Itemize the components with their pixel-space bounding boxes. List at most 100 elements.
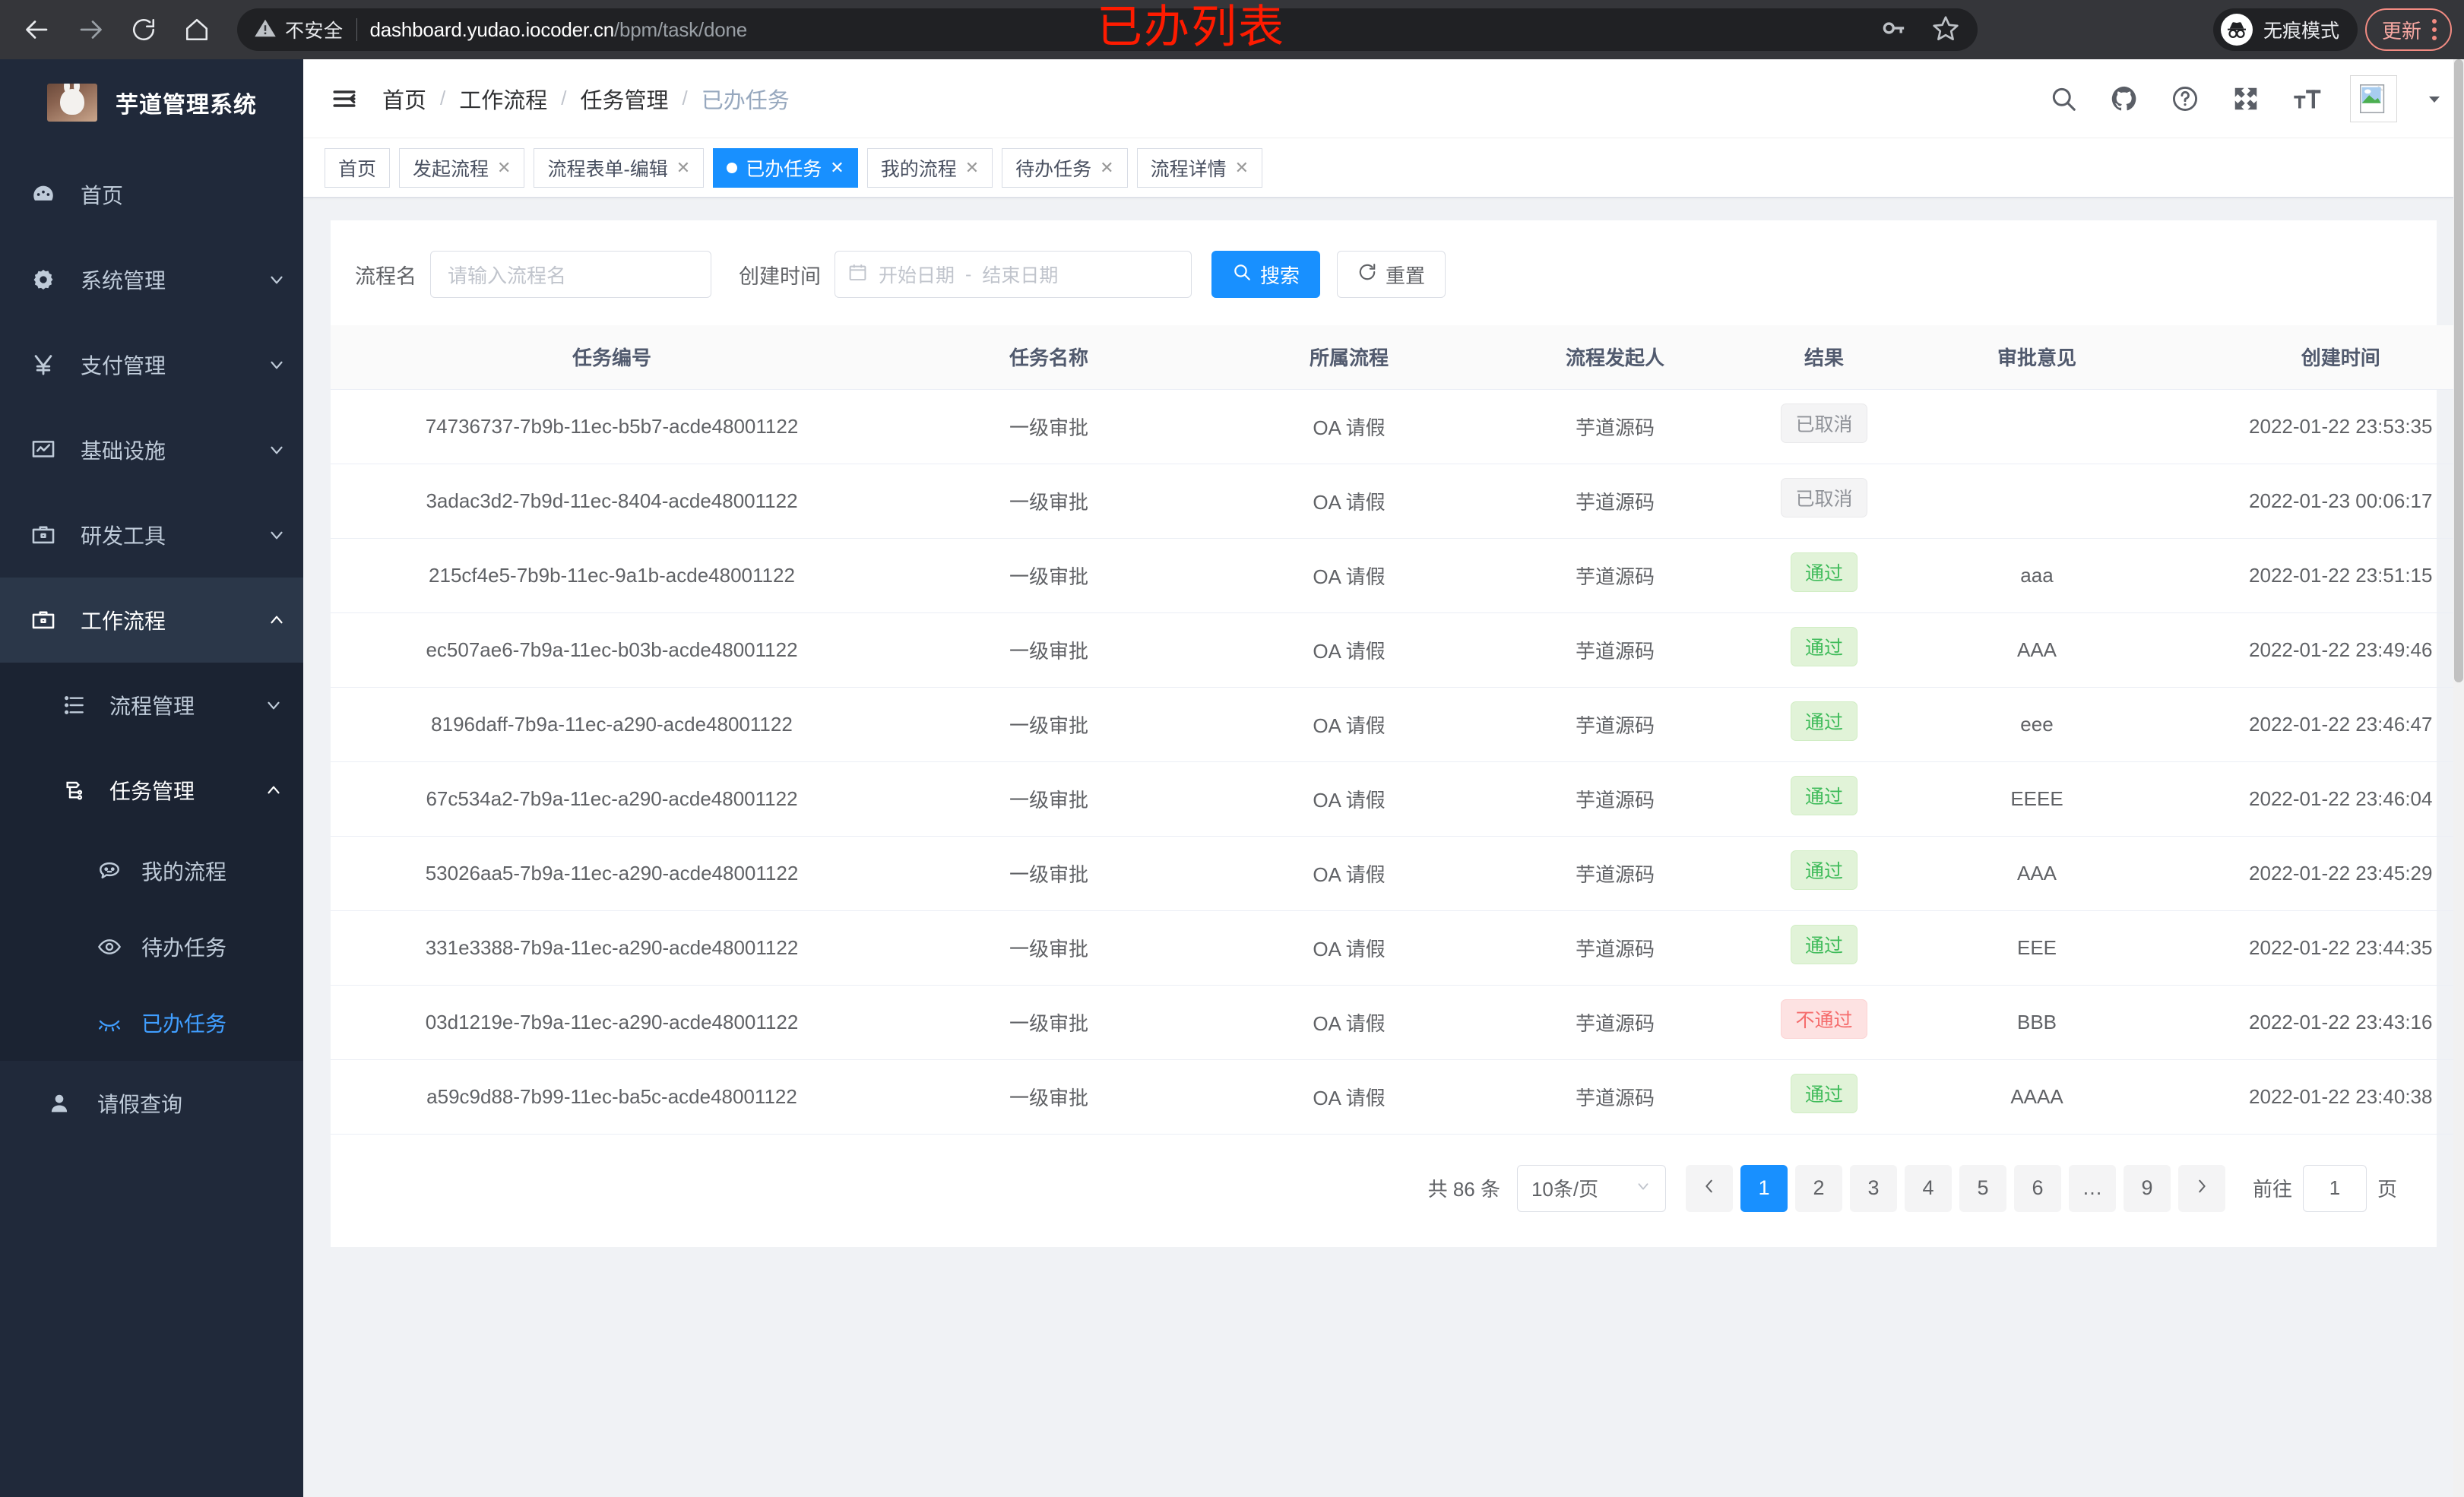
sidebar-item-my-process[interactable]: 我的流程 (0, 833, 303, 909)
sidebar-item-leave-query[interactable]: 请假查询 (0, 1061, 303, 1146)
pagination-total: 共 86 条 (1427, 1178, 1500, 1201)
brand[interactable]: 芋道管理系统 (0, 59, 303, 146)
breadcrumb: 首页 / 工作流程 / 任务管理 / 已办任务 (379, 83, 793, 115)
tab-my-process[interactable]: 我的流程 ✕ (866, 147, 993, 188)
incognito-indicator[interactable]: 无痕模式 (2212, 8, 2358, 51)
page-button-5[interactable]: 5 (1959, 1164, 2006, 1212)
tab-start-process[interactable]: 发起流程 ✕ (399, 147, 525, 188)
page-jump-input[interactable]: 1 (2302, 1164, 2367, 1212)
cell-comment: EEEE (1911, 761, 2162, 837)
sidebar-item-todo-task[interactable]: 待办任务 (0, 909, 303, 985)
sidebar-item-home[interactable]: 首页 (0, 152, 303, 237)
incognito-icon (2220, 14, 2253, 46)
cell-process: OA 请假 (1205, 836, 1493, 911)
avatar[interactable] (2350, 75, 2397, 122)
sidebar-item-devtools[interactable]: 研发工具 (0, 492, 303, 578)
page-ellipsis[interactable]: … (2068, 1164, 2116, 1212)
chevron-right-icon (2193, 1176, 2210, 1200)
next-page-button[interactable] (2177, 1164, 2225, 1212)
sidebar-item-done-task[interactable]: 已办任务 (0, 985, 303, 1061)
key-icon[interactable] (1880, 15, 1906, 45)
tab-home[interactable]: 首页 (325, 147, 391, 188)
update-button[interactable]: 更新 (2364, 8, 2452, 51)
font-size-icon[interactable] (2289, 81, 2324, 116)
cell-initiator: 芋道源码 (1493, 1059, 1737, 1135)
fullscreen-icon[interactable] (2228, 81, 2263, 116)
address-bar[interactable]: 不安全 dashboard.yudao.iocoder.cn/bpm/task/… (237, 8, 1978, 51)
search-icon[interactable] (2046, 81, 2081, 116)
prev-page-button[interactable] (1685, 1164, 1733, 1212)
sidebar-item-infrastructure[interactable]: 基础设施 (0, 407, 303, 492)
github-icon[interactable] (2107, 81, 2142, 116)
breadcrumb-item-current: 已办任务 (701, 88, 790, 113)
sidebar-item-process-manage[interactable]: 流程管理 (0, 663, 303, 748)
cell-task-id: 3adac3d2-7b9d-11ec-8404-acde48001122 (331, 464, 893, 539)
star-icon[interactable] (1932, 14, 1959, 46)
close-icon[interactable]: ✕ (676, 157, 691, 177)
close-icon[interactable]: ✕ (830, 157, 844, 177)
tab-process-detail[interactable]: 流程详情 ✕ (1136, 147, 1263, 188)
sidebar-item-label: 系统管理 (81, 269, 166, 293)
cell-result: 不通过 (1737, 985, 1911, 1060)
home-button[interactable] (173, 6, 220, 53)
table-row: 215cf4e5-7b9b-11ec-9a1b-acde48001122 一级审批… (331, 538, 2464, 613)
sidebar-item-system[interactable]: 系统管理 (0, 237, 303, 322)
page-button-1[interactable]: 1 (1740, 1164, 1788, 1212)
cell-result: 通过 (1737, 1059, 1911, 1135)
status-badge: 已取消 (1781, 404, 1867, 443)
security-indicator[interactable]: 不安全 (254, 16, 344, 43)
close-icon[interactable]: ✕ (964, 157, 980, 177)
create-time-daterange[interactable]: 开始日期 - 结束日期 (835, 251, 1192, 298)
kebab-menu-icon[interactable] (2426, 19, 2443, 40)
close-icon[interactable]: ✕ (1234, 157, 1249, 177)
sidebar-menu: 首页 系统管理 支付管理 (0, 146, 303, 1146)
close-icon[interactable]: ✕ (497, 157, 511, 177)
cell-initiator: 芋道源码 (1493, 538, 1737, 613)
page-button-6[interactable]: 6 (2013, 1164, 2061, 1212)
cell-result: 通过 (1737, 836, 1911, 911)
back-button[interactable] (14, 6, 61, 53)
caret-down-icon[interactable] (2423, 90, 2446, 108)
breadcrumb-item-workflow[interactable]: 工作流程 (459, 88, 548, 113)
tab-process-form-edit[interactable]: 流程表单-编辑 ✕ (534, 147, 705, 188)
sidebar-item-task-manage[interactable]: 任务管理 (0, 748, 303, 833)
sidebar-item-label: 支付管理 (81, 354, 166, 378)
chevron-left-icon (1701, 1176, 1718, 1200)
chevron-down-icon (250, 440, 303, 460)
sidebar-item-workflow[interactable]: 工作流程 (0, 578, 303, 663)
page-button-3[interactable]: 3 (1849, 1164, 1897, 1212)
process-name-input[interactable]: 请输入流程名 (430, 251, 711, 298)
reload-button[interactable] (120, 6, 167, 53)
sidebar-item-payment[interactable]: 支付管理 (0, 322, 303, 407)
date-dash: - (965, 263, 972, 285)
help-circle-icon[interactable] (2168, 81, 2203, 116)
cell-task-name: 一级审批 (893, 612, 1205, 688)
table-row: 331e3388-7b9a-11ec-a290-acde48001122 一级审批… (331, 910, 2464, 986)
page-size-select[interactable]: 10条/页 (1516, 1164, 1666, 1212)
tab-label: 流程详情 (1150, 158, 1227, 180)
close-icon[interactable]: ✕ (1100, 157, 1114, 177)
tab-label: 已办任务 (746, 158, 822, 180)
cell-process: OA 请假 (1205, 910, 1493, 986)
cell-created: 2022-01-22 23:46:04 (2162, 761, 2464, 837)
page-scrollbar-thumb[interactable] (2454, 59, 2463, 682)
tab-todo-task[interactable]: 待办任务 ✕ (1002, 147, 1128, 188)
page-button-4[interactable]: 4 (1904, 1164, 1952, 1212)
page-button-2[interactable]: 2 (1794, 1164, 1842, 1212)
end-date-placeholder: 结束日期 (982, 265, 1059, 286)
breadcrumb-separator: / (561, 87, 567, 109)
page-button-9[interactable]: 9 (2123, 1164, 2171, 1212)
reset-button[interactable]: 重置 (1337, 251, 1446, 298)
url-path: /bpm/task/done (614, 17, 747, 41)
forward-button[interactable] (67, 6, 114, 53)
cell-initiator: 芋道源码 (1493, 389, 1737, 464)
cell-comment: AAAA (1911, 1059, 2162, 1135)
page-jump-label: 前往 (2252, 1178, 2292, 1201)
tab-done-task[interactable]: 已办任务 ✕ (713, 147, 858, 188)
status-badge: 不通过 (1781, 999, 1867, 1039)
page-scrollbar-track[interactable] (2453, 59, 2464, 1497)
breadcrumb-item-task-manage[interactable]: 任务管理 (580, 88, 669, 113)
breadcrumb-item-home[interactable]: 首页 (382, 88, 427, 113)
hamburger-icon[interactable] (303, 85, 379, 112)
search-button[interactable]: 搜索 (1211, 251, 1321, 298)
